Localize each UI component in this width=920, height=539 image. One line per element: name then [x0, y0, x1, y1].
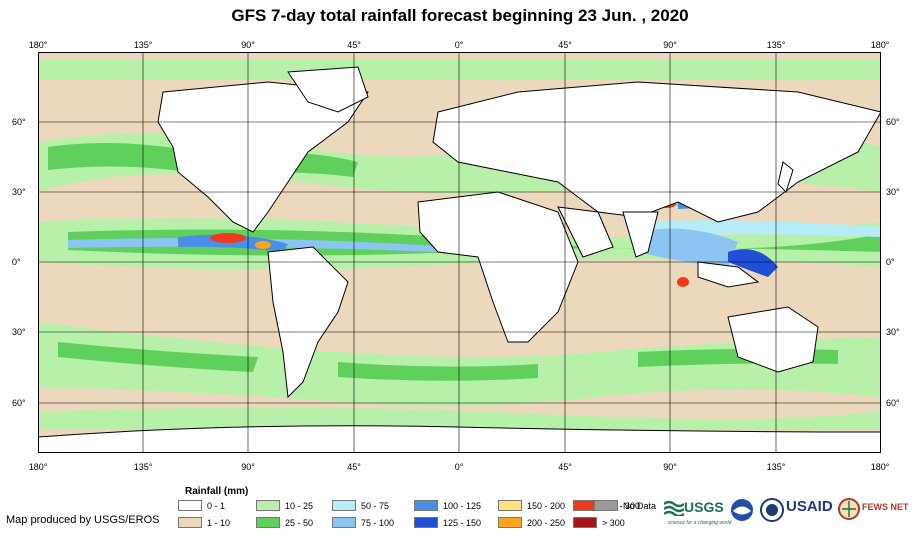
- lon-label-bottom: 0°: [454, 462, 464, 472]
- lon-label-top: 0°: [454, 40, 464, 50]
- lon-label-bottom: 135°: [133, 462, 153, 472]
- legend-item: 0 - 1: [178, 500, 225, 511]
- legend-label: No Data: [623, 500, 657, 511]
- legend-item: 125 - 150: [414, 517, 481, 528]
- lon-label-bottom: 135°: [766, 462, 786, 472]
- greenland: [287, 66, 369, 113]
- lon-label-top: 135°: [133, 40, 153, 50]
- legend-item: 200 - 250: [498, 517, 565, 528]
- india: [622, 211, 659, 258]
- map-frame: [38, 52, 881, 453]
- usaid-seal-icon: [760, 498, 784, 522]
- legend: 0 - 1 1 - 10 10 - 25 25 - 50 50 - 75 75 …: [178, 500, 658, 534]
- lon-label-top: 135°: [766, 40, 786, 50]
- legend-swatch: [498, 500, 522, 511]
- lon-label-bottom: 45°: [558, 462, 572, 472]
- legend-item: 100 - 125: [414, 500, 481, 511]
- eurasia: [432, 81, 881, 223]
- legend-label: 0 - 1: [207, 500, 226, 511]
- map-title: GFS 7-day total rainfall forecast beginn…: [231, 6, 689, 25]
- legend-label: 200 - 250: [527, 517, 566, 528]
- lon-label-top: 45°: [558, 40, 572, 50]
- legend-item: 50 - 75: [332, 500, 389, 511]
- lon-label-top: 45°: [347, 40, 361, 50]
- legend-label: 50 - 75: [361, 500, 390, 511]
- legend-label: 150 - 200: [527, 500, 566, 511]
- rainfall-map: [38, 52, 881, 453]
- legend-swatch: [256, 500, 280, 511]
- logo-strip: USGS science for a changing world USAID …: [664, 494, 916, 534]
- legend-title: Rainfall (mm): [185, 486, 249, 497]
- legend-swatch: [414, 500, 438, 511]
- lat-label-right: 0°: [886, 257, 895, 267]
- south-america: [267, 246, 349, 399]
- lat-label-right: 30°: [886, 187, 900, 197]
- legend-swatch: [178, 500, 202, 511]
- legend-label: 25 - 50: [285, 517, 314, 528]
- legend-item: 25 - 50: [256, 517, 313, 528]
- legend-item: 10 - 25: [256, 500, 313, 511]
- legend-item: 1 - 10: [178, 517, 230, 528]
- lon-label-top: 180°: [870, 40, 890, 50]
- legend-swatch: [332, 500, 356, 511]
- lat-label-right: 60°: [886, 117, 900, 127]
- legend-item: > 300: [573, 517, 625, 528]
- legend-label: 100 - 125: [443, 500, 482, 511]
- lon-label-top: 90°: [663, 40, 677, 50]
- usgs-logo: USGS: [684, 499, 724, 515]
- lat-label-left: 60°: [12, 398, 26, 408]
- legend-label: 75 - 100: [361, 517, 395, 528]
- usgs-tagline: science for a changing world: [668, 520, 732, 526]
- lat-label-left: 30°: [12, 327, 26, 337]
- fews-net-logo: FEWS NET: [862, 502, 909, 512]
- fews-net-globe-icon: [838, 498, 860, 520]
- legend-swatch: [178, 517, 202, 528]
- lat-label-left: 60°: [12, 117, 26, 127]
- lat-label-right: 30°: [886, 327, 900, 337]
- legend-swatch: [498, 517, 522, 528]
- legend-swatch: [594, 500, 618, 511]
- africa: [417, 191, 579, 343]
- noaa-icon: [731, 499, 753, 521]
- legend-swatch: [332, 517, 356, 528]
- legend-swatch: [573, 517, 597, 528]
- lon-label-top: 180°: [28, 40, 48, 50]
- usgs-wave-icon: [664, 500, 684, 516]
- lon-label-bottom: 90°: [241, 462, 255, 472]
- map-credit: Map produced by USGS/EROS: [6, 514, 160, 526]
- arabia: [557, 206, 614, 258]
- lon-label-bottom: 180°: [870, 462, 890, 472]
- lat-label-left: 0°: [12, 257, 21, 267]
- lon-label-top: 90°: [241, 40, 255, 50]
- australia: [727, 306, 819, 373]
- lat-label-right: 60°: [886, 398, 900, 408]
- legend-label: 250 - 300: [602, 500, 641, 511]
- lon-label-bottom: 90°: [663, 462, 677, 472]
- legend-label: 125 - 150: [443, 517, 482, 528]
- lon-label-bottom: 180°: [28, 462, 48, 472]
- legend-swatch: [256, 517, 280, 528]
- legend-swatch: [414, 517, 438, 528]
- usaid-logo: USAID: [786, 498, 833, 515]
- indonesia: [697, 261, 760, 288]
- legend-item: 75 - 100: [332, 517, 394, 528]
- legend-label: 10 - 25: [285, 500, 314, 511]
- graticule: [38, 52, 881, 453]
- legend-label: > 300: [602, 517, 625, 528]
- legend-item-no-data: No Data: [594, 500, 656, 511]
- lat-label-left: 30°: [12, 187, 26, 197]
- lon-label-bottom: 45°: [347, 462, 361, 472]
- legend-label: 1 - 10: [207, 517, 231, 528]
- legend-item: 150 - 200: [498, 500, 565, 511]
